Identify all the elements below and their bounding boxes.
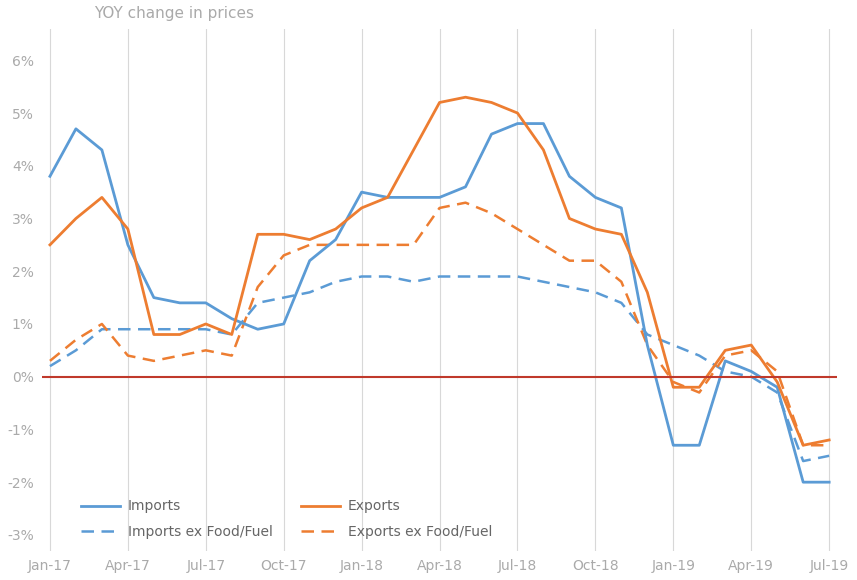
Text: YOY change in prices: YOY change in prices: [93, 6, 254, 21]
Legend: Imports, Imports ex Food/Fuel, Exports, Exports ex Food/Fuel: Imports, Imports ex Food/Fuel, Exports, …: [81, 499, 493, 539]
